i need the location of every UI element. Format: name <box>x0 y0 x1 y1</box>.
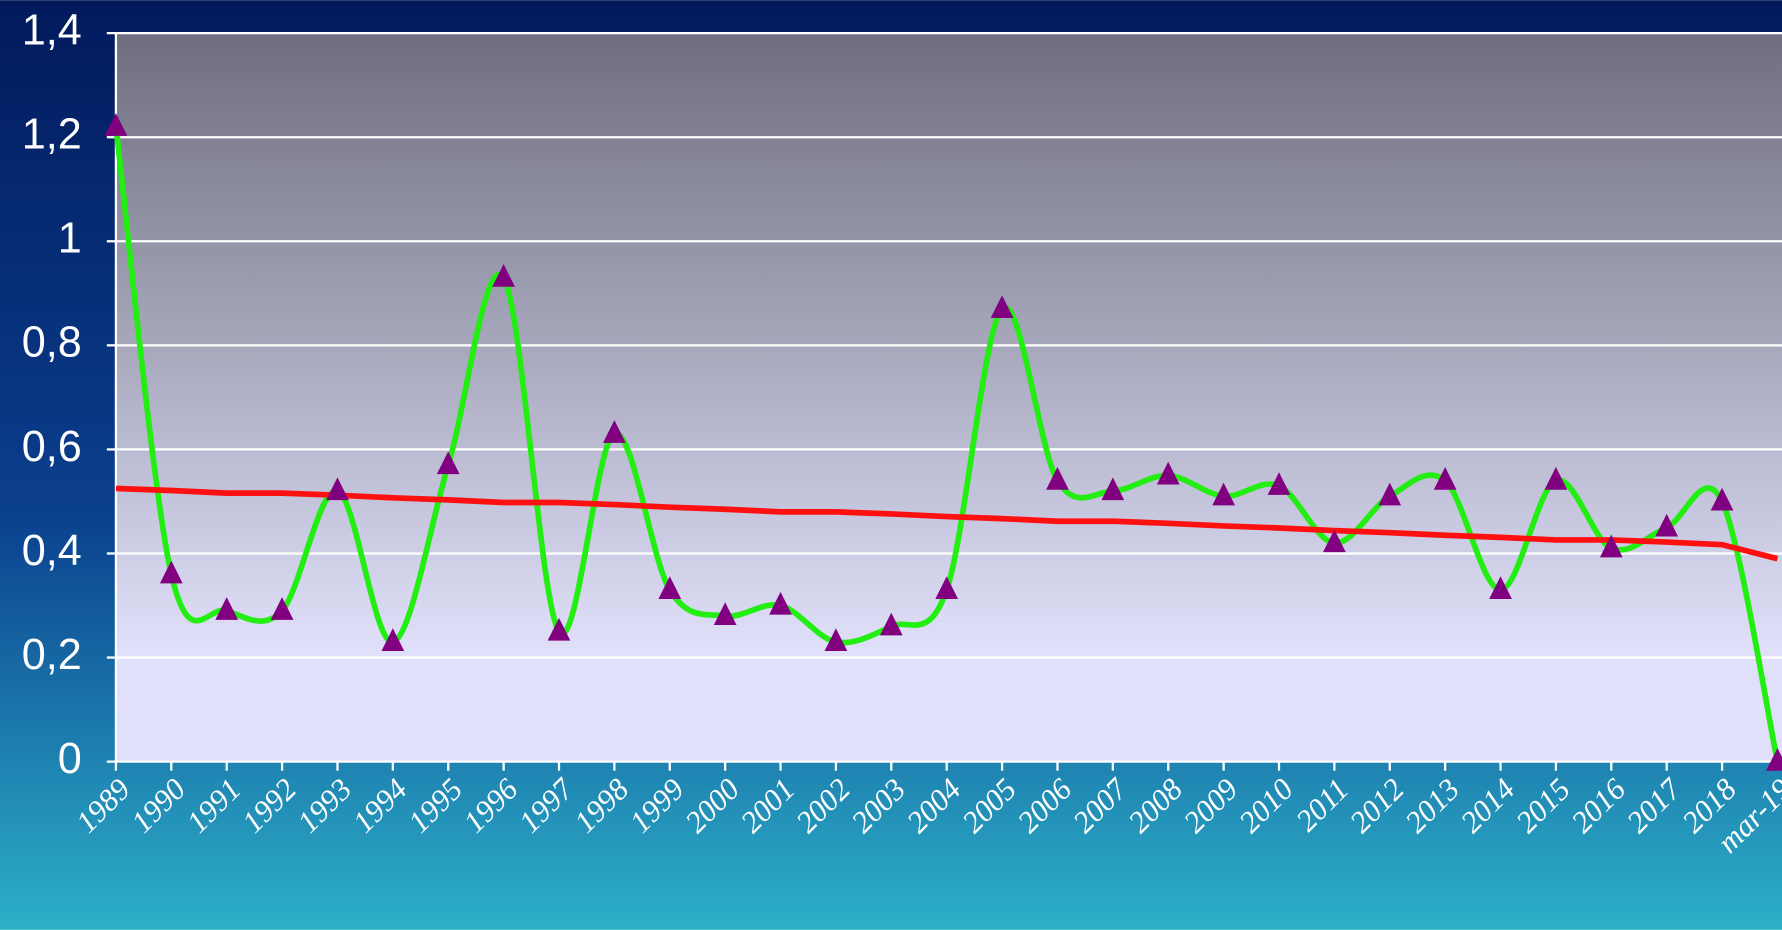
marker <box>1323 529 1346 553</box>
marker <box>769 591 792 615</box>
y-tick-label: 0,6 <box>22 423 82 471</box>
marker <box>1046 466 1069 490</box>
marker <box>159 560 183 584</box>
marker <box>713 602 737 626</box>
marker <box>879 612 903 636</box>
marker <box>436 451 460 475</box>
marker <box>1766 747 1782 771</box>
marker <box>1433 466 1457 490</box>
marker <box>215 597 239 620</box>
marker <box>1267 472 1291 495</box>
y-tick-label: 1,2 <box>22 111 82 159</box>
marker <box>1599 534 1623 558</box>
marker <box>547 617 571 641</box>
marker <box>1489 576 1512 599</box>
marker <box>270 597 294 620</box>
marker <box>603 420 626 443</box>
marker <box>1378 482 1402 506</box>
marker <box>326 477 349 501</box>
marker <box>1212 482 1235 506</box>
marker <box>658 576 682 599</box>
y-tick-label: 0 <box>58 735 82 783</box>
marker <box>1156 461 1180 485</box>
marker <box>492 264 515 287</box>
y-tick-label: 0,8 <box>22 319 82 367</box>
y-tick-label: 1,4 <box>22 7 82 55</box>
plot-area <box>115 33 1782 762</box>
marker <box>1101 477 1125 501</box>
y-tick-label: 0,2 <box>22 631 82 679</box>
y-tick-label: 0,4 <box>22 527 82 575</box>
marker <box>990 295 1014 319</box>
marker <box>1710 487 1734 511</box>
marker <box>1655 513 1679 537</box>
marker <box>1544 466 1568 490</box>
marker <box>935 576 959 599</box>
marker <box>381 628 405 652</box>
y-tick-label: 1 <box>58 215 82 263</box>
marker <box>104 113 128 136</box>
marker <box>824 628 848 652</box>
series-line <box>115 485 1779 562</box>
